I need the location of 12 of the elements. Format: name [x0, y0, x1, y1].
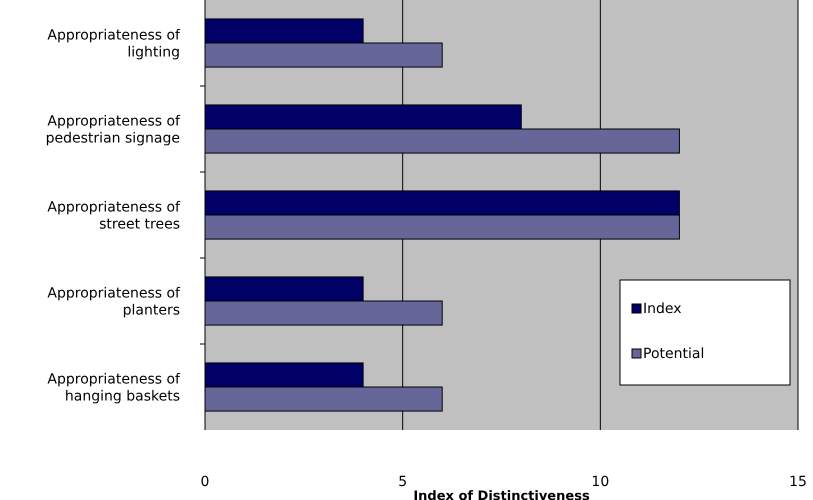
- legend-label: Potential: [643, 346, 704, 362]
- y-tick-label: Appropriateness of street trees: [47, 200, 182, 232]
- x-tick-label: 0: [200, 474, 210, 490]
- x-axis-title: Index of Distinctiveness: [413, 489, 590, 500]
- legend-label: Index: [643, 301, 682, 317]
- x-tick-label: 15: [789, 474, 807, 490]
- x-tick-label: 5: [398, 474, 408, 490]
- y-tick-label: Appropriateness of planters: [47, 286, 182, 318]
- x-tick-label: 10: [591, 474, 610, 490]
- y-tick-label: Appropriateness of pedestrian signage: [46, 114, 182, 146]
- y-tick-label: Appropriateness of lighting: [47, 28, 182, 60]
- y-tick-label: Appropriateness of hanging baskets: [47, 372, 182, 404]
